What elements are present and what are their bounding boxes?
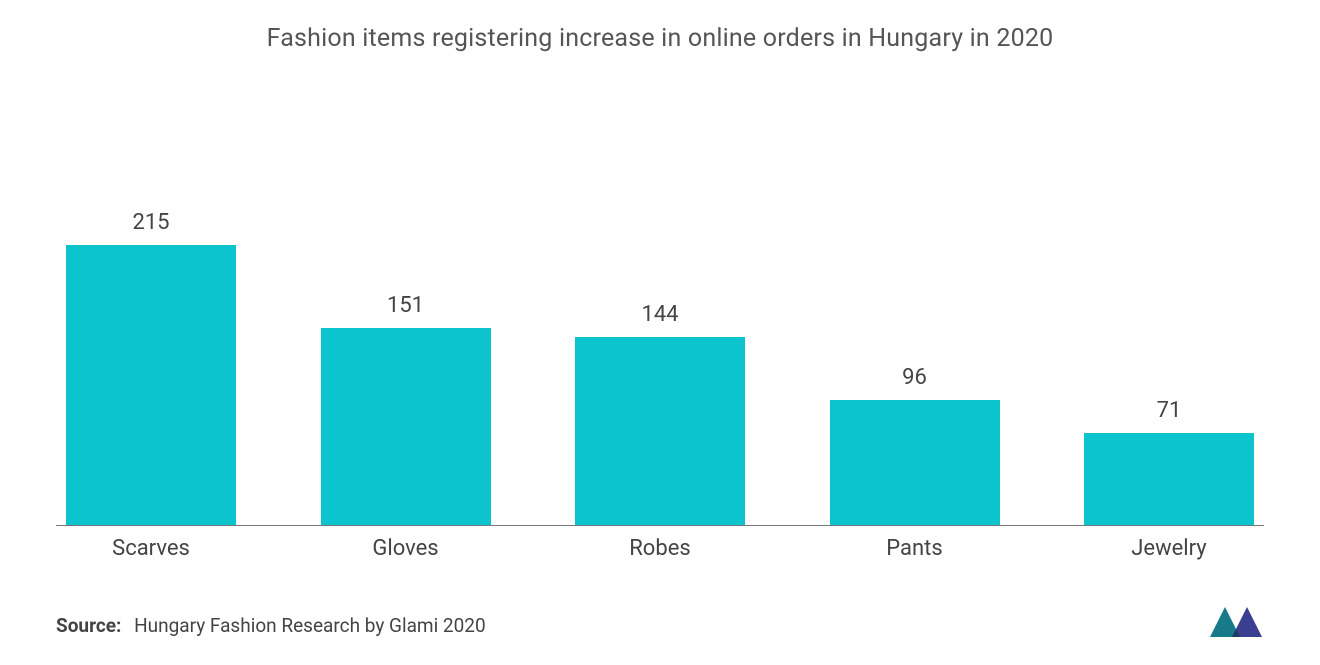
bar [321, 328, 491, 525]
bar-value-label: 71 [1157, 398, 1182, 423]
x-axis-label: Robes [575, 536, 745, 561]
bar-group: 96 [830, 365, 1000, 525]
bar-value-label: 144 [641, 302, 678, 327]
source-text: Hungary Fashion Research by Glami 2020 [134, 614, 486, 637]
bar [575, 337, 745, 525]
x-axis-labels: Scarves Gloves Robes Pants Jewelry [56, 526, 1264, 561]
source-label: Source: [56, 614, 121, 637]
plot-area: 215 151 144 96 71 [56, 97, 1264, 526]
bar-group: 215 [66, 210, 236, 525]
x-axis-label: Pants [830, 536, 1000, 561]
brand-logo-icon [1210, 607, 1264, 637]
bar-group: 144 [575, 302, 745, 525]
bar [830, 400, 1000, 525]
chart-title: Fashion items registering increase in on… [56, 24, 1264, 53]
chart-container: Fashion items registering increase in on… [0, 0, 1320, 665]
bar-value-label: 96 [902, 365, 927, 390]
x-axis-label: Jewelry [1084, 536, 1254, 561]
bar [66, 245, 236, 525]
x-axis-label: Scarves [66, 536, 236, 561]
bar-value-label: 215 [132, 210, 169, 235]
bar-value-label: 151 [387, 293, 424, 318]
bar-group: 151 [321, 293, 491, 525]
x-axis-label: Gloves [321, 536, 491, 561]
source-citation: Source: Hungary Fashion Research by Glam… [56, 614, 486, 637]
chart-footer: Source: Hungary Fashion Research by Glam… [56, 607, 1264, 637]
bar-group: 71 [1084, 398, 1254, 525]
bar [1084, 433, 1254, 525]
